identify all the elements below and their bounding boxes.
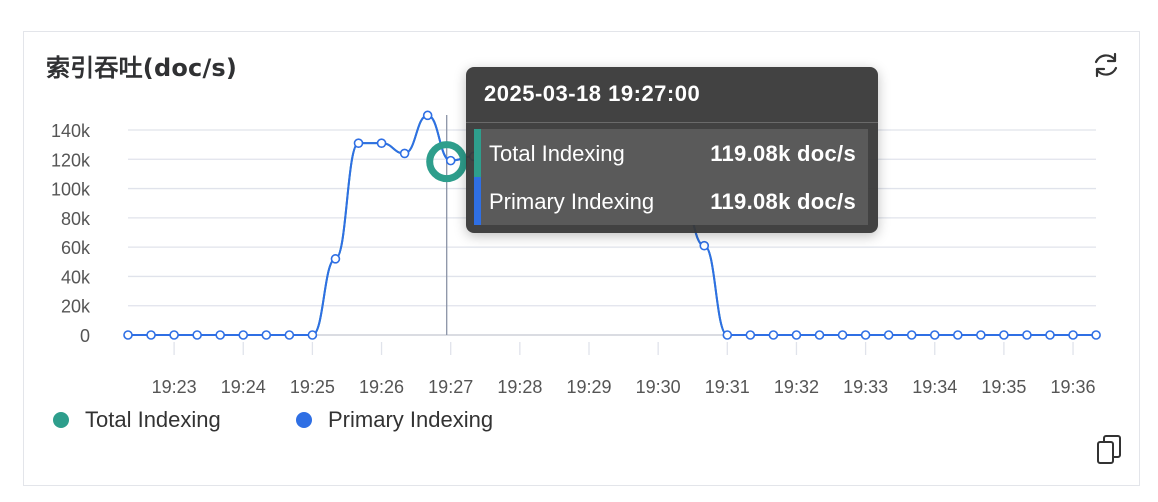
chart-tooltip: 2025-03-18 19:27:00 Total Indexing 119.0…	[466, 67, 878, 233]
tooltip-color-bar	[474, 129, 481, 177]
y-tick-label: 100k	[51, 180, 91, 200]
data-point	[906, 330, 917, 340]
data-point	[768, 330, 779, 340]
x-tick-label: 19:24	[221, 377, 266, 397]
data-point	[860, 330, 871, 340]
tooltip-series-value: 119.08k doc/s	[710, 189, 856, 214]
y-tick-label: 20k	[61, 297, 91, 317]
data-point	[422, 110, 433, 121]
x-tick-label: 19:25	[290, 377, 335, 397]
x-tick-label: 19:26	[359, 377, 404, 397]
legend-dot-total	[53, 412, 69, 428]
y-tick-label: 80k	[61, 209, 91, 229]
x-tick-label: 19:23	[152, 377, 197, 397]
tooltip-row-total: Total Indexing 119.08k doc/s	[474, 129, 868, 177]
data-point	[376, 138, 387, 148]
data-point	[238, 330, 249, 340]
tooltip-series-value: 119.08k doc/s	[710, 141, 856, 166]
x-tick-label: 19:31	[705, 377, 750, 397]
data-point	[722, 330, 733, 340]
legend-label-primary: Primary Indexing	[328, 407, 494, 432]
hover-point-total	[426, 141, 468, 183]
x-tick-label: 19:32	[774, 377, 819, 397]
data-point	[215, 330, 225, 340]
y-tick-label: 60k	[61, 238, 91, 258]
data-point	[1091, 330, 1101, 340]
data-point	[883, 330, 894, 340]
x-tick-label: 19:28	[497, 377, 542, 397]
x-tick-label: 19:30	[636, 377, 681, 397]
data-point	[399, 148, 410, 159]
data-point	[192, 330, 202, 340]
y-tick-label: 40k	[61, 267, 91, 287]
data-point	[169, 330, 179, 340]
data-point	[261, 330, 272, 340]
data-point	[1022, 330, 1032, 340]
data-point	[791, 330, 802, 340]
data-point	[952, 330, 963, 340]
y-tick-label: 140k	[51, 121, 91, 141]
data-point	[1068, 330, 1078, 340]
x-tick-label: 19:34	[912, 377, 957, 397]
tooltip-series-name: Primary Indexing	[489, 189, 655, 214]
legend-total-indexing[interactable]: Total Indexing	[53, 407, 221, 433]
data-point	[699, 240, 710, 251]
tooltip-series-name: Total Indexing	[489, 141, 625, 166]
x-tick-label: 19:35	[981, 377, 1026, 397]
data-point	[445, 155, 456, 166]
legend-primary-indexing[interactable]: Primary Indexing	[296, 407, 493, 433]
tooltip-row-primary: Primary Indexing 119.08k doc/s	[474, 177, 868, 225]
copy-icon[interactable]	[1096, 434, 1122, 466]
tooltip-color-bar	[474, 177, 481, 225]
data-point	[307, 330, 318, 340]
tooltip-divider	[466, 122, 878, 123]
data-point	[1045, 330, 1055, 340]
legend-dot-primary	[296, 412, 312, 428]
data-point	[837, 330, 848, 340]
data-point	[123, 330, 133, 340]
data-point	[999, 330, 1009, 340]
data-point	[929, 330, 940, 340]
data-point	[146, 330, 156, 340]
legend-label-total: Total Indexing	[85, 407, 221, 432]
data-point	[353, 138, 364, 148]
x-tick-label: 19:29	[566, 377, 611, 397]
data-point	[976, 330, 986, 340]
refresh-icon[interactable]	[1091, 50, 1121, 80]
y-tick-label: 0	[80, 326, 90, 346]
data-point	[745, 330, 756, 340]
y-tick-label: 120k	[51, 150, 91, 170]
data-point	[284, 330, 295, 340]
tooltip-time: 2025-03-18 19:27:00	[484, 81, 701, 106]
x-tick-label: 19:33	[843, 377, 888, 397]
x-tick-label: 19:27	[428, 377, 473, 397]
data-point	[814, 330, 825, 340]
data-point	[330, 254, 341, 264]
x-tick-label: 19:36	[1051, 377, 1096, 397]
panel-title: 索引吞吐(doc/s)	[46, 54, 238, 82]
